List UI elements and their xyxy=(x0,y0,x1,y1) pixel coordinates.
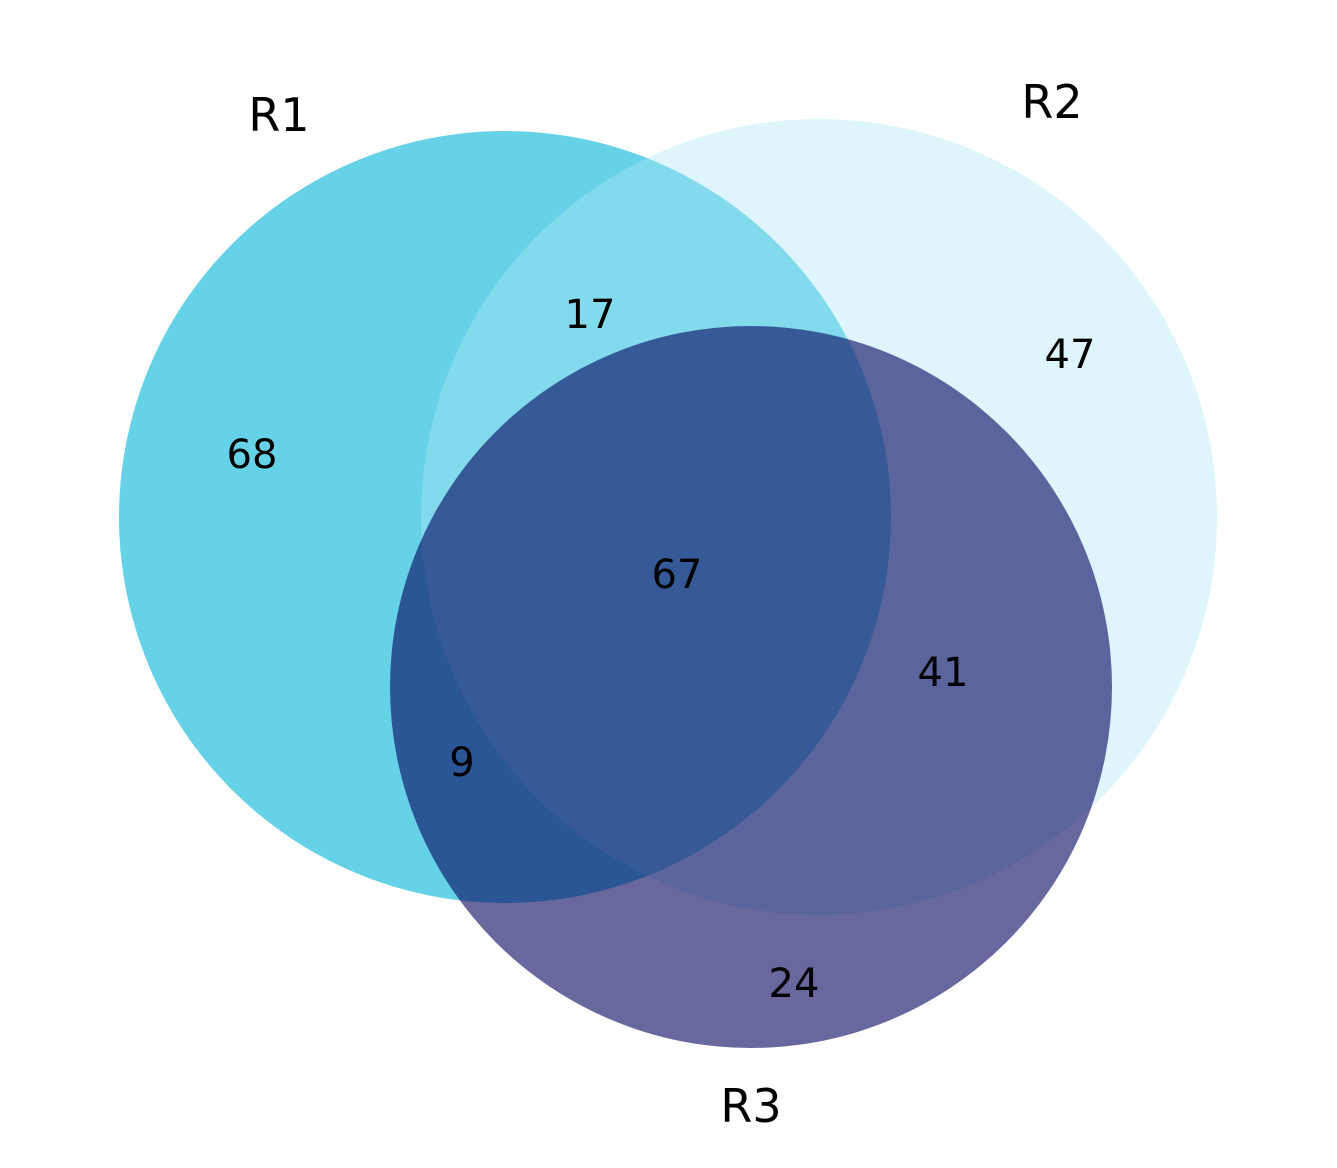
set-circle-r3 xyxy=(390,326,1112,1048)
set-circles xyxy=(119,119,1217,1048)
set-label-r3: R3 xyxy=(720,1079,781,1133)
region-count-r2-only: 47 xyxy=(1045,332,1096,378)
set-label-r2: R2 xyxy=(1021,75,1082,129)
set-labels: R1 R2 R3 xyxy=(248,75,1082,1133)
region-count-r1-r2: 17 xyxy=(565,292,616,338)
region-count-r2-r3: 41 xyxy=(918,650,969,696)
region-count-r1-only: 68 xyxy=(227,432,278,478)
region-count-r1-r2-r3: 67 xyxy=(652,552,703,598)
region-counts: 68 17 47 67 41 9 24 xyxy=(227,292,1096,1007)
set-label-r1: R1 xyxy=(248,88,309,142)
region-count-r3-only: 24 xyxy=(769,961,820,1007)
region-count-r1-r3: 9 xyxy=(449,740,474,786)
